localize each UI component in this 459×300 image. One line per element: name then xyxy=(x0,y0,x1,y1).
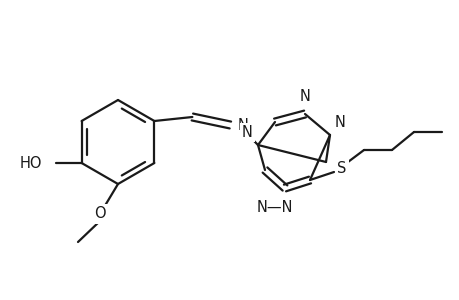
Text: N: N xyxy=(241,125,252,140)
Text: O: O xyxy=(94,206,106,221)
Text: N—N: N—N xyxy=(256,200,293,215)
Text: N: N xyxy=(237,118,248,133)
Text: N: N xyxy=(334,115,345,130)
Text: HO: HO xyxy=(19,155,41,170)
Text: S: S xyxy=(336,160,346,175)
Text: N: N xyxy=(299,89,310,104)
